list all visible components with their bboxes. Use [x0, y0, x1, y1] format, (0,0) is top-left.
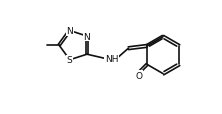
- Text: N: N: [84, 32, 90, 41]
- Text: NH: NH: [105, 55, 118, 64]
- Text: O: O: [135, 71, 142, 80]
- Text: N: N: [66, 27, 73, 36]
- Text: S: S: [67, 56, 73, 65]
